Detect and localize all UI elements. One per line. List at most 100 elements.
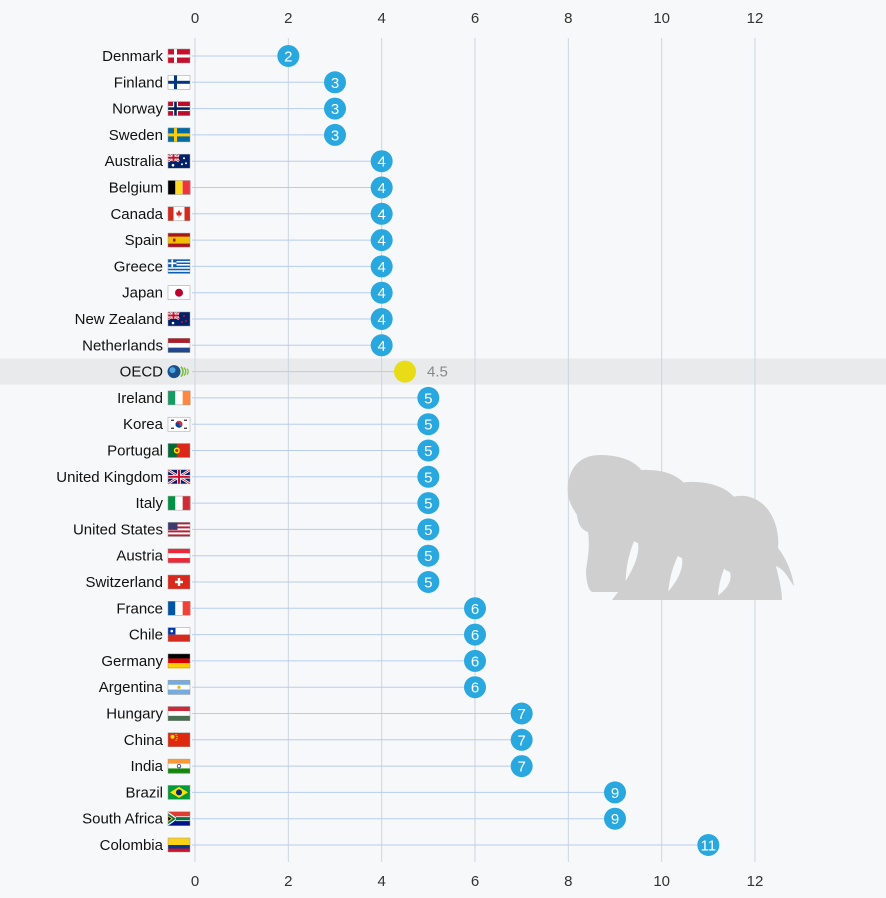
value-label: 5 — [424, 469, 432, 486]
row-oecd: OECD 4.5 — [120, 360, 448, 383]
value-marker — [464, 649, 486, 672]
category-label: Hungary — [106, 706, 163, 723]
row-new-zealand: New Zealand 4 — [75, 308, 393, 330]
row-argentina: Argentina 6 — [99, 676, 486, 699]
oecd-logo — [167, 365, 189, 379]
row-australia: Australia 4 — [105, 150, 393, 173]
category-label: Australia — [105, 153, 164, 170]
argentina-flag — [167, 679, 191, 695]
value-marker — [417, 386, 440, 409]
south-africa-flag — [167, 811, 191, 826]
value-label: 5 — [424, 548, 432, 565]
value-label: 9 — [611, 785, 619, 802]
value-marker — [370, 308, 393, 330]
value-label: 4 — [377, 206, 385, 223]
value-marker — [510, 728, 533, 751]
australia-flag — [167, 153, 191, 169]
x-tick-label-bottom: 12 — [747, 873, 764, 890]
switzerland-flag — [167, 574, 191, 590]
category-label: Austria — [116, 548, 163, 565]
value-marker — [324, 97, 346, 120]
row-denmark: Denmark 2 — [102, 45, 300, 67]
france-flag — [167, 601, 191, 616]
value-label: 4 — [377, 154, 385, 171]
row-hungary: Hungary 7 — [106, 702, 533, 725]
x-tick-label-bottom: 4 — [377, 873, 385, 890]
x-tick-label-bottom: 2 — [284, 873, 292, 890]
portugal-flag — [167, 443, 191, 458]
category-label: Spain — [125, 232, 163, 249]
row-japan: Japan 4 — [122, 281, 393, 304]
value-label: 7 — [517, 759, 525, 776]
x-tick-label-bottom: 8 — [564, 873, 572, 890]
value-label: 3 — [331, 127, 339, 144]
x-tick-label-top: 12 — [747, 10, 764, 27]
row-chile: Chile 6 — [129, 623, 486, 646]
value-label: 6 — [471, 627, 479, 644]
x-tick-label-top: 8 — [564, 10, 572, 27]
value-label: 4 — [377, 259, 385, 276]
value-marker — [510, 702, 533, 725]
x-tick-label-bottom: 6 — [471, 873, 479, 890]
category-label: South Africa — [82, 811, 164, 828]
value-marker — [417, 544, 440, 567]
row-south-africa: South Africa 9 — [82, 807, 626, 830]
x-tick-label-top: 10 — [653, 10, 670, 27]
category-label: Argentina — [99, 679, 164, 696]
category-label: Netherlands — [82, 337, 163, 354]
value-marker — [417, 571, 440, 593]
x-tick-label-bottom: 10 — [653, 873, 670, 890]
category-label: China — [124, 732, 164, 749]
x-tick-label-top: 6 — [471, 10, 479, 27]
category-label: Ireland — [117, 390, 163, 407]
x-tick-label-top: 2 — [284, 10, 292, 27]
category-label: Portugal — [107, 443, 163, 460]
category-label: Canada — [110, 206, 163, 223]
category-label: France — [116, 600, 163, 617]
greece-flag — [167, 259, 191, 274]
row-austria: Austria 5 — [116, 544, 440, 567]
row-ireland: Ireland 5 — [117, 386, 440, 409]
value-label: 6 — [471, 601, 479, 618]
value-label: 5 — [424, 522, 432, 539]
brazil-flag — [167, 785, 191, 800]
austria-flag — [167, 548, 191, 564]
category-label: Belgium — [109, 180, 163, 197]
value-marker — [370, 202, 393, 225]
value-marker — [464, 597, 486, 620]
norway-flag — [167, 101, 191, 116]
row-germany: Germany 6 — [101, 649, 486, 672]
japan-flag — [167, 285, 191, 300]
value-marker — [417, 439, 440, 462]
row-korea: Korea 5 — [123, 413, 440, 436]
value-marker — [370, 255, 393, 278]
row-switzerland: Switzerland 5 — [85, 571, 440, 593]
value-marker — [370, 150, 393, 173]
value-label: 4 — [377, 180, 385, 197]
row-italy: Italy 5 — [135, 492, 440, 515]
category-label: Sweden — [109, 127, 163, 144]
united-kingdom-flag — [167, 468, 191, 485]
value-marker — [464, 623, 486, 646]
row-india: India 7 — [130, 755, 533, 778]
category-label: New Zealand — [75, 311, 163, 328]
sweden-flag — [167, 127, 191, 143]
value-marker — [697, 834, 720, 856]
value-marker — [417, 518, 440, 541]
hungary-flag — [167, 706, 191, 721]
canada-flag — [167, 206, 191, 222]
x-tick-label-bottom: 0 — [191, 873, 199, 890]
row-greece: Greece 4 — [114, 255, 393, 278]
row-france: France 6 — [116, 597, 486, 620]
colombia-flag — [167, 837, 191, 853]
spain-flag — [167, 232, 191, 248]
value-label: 3 — [331, 75, 339, 92]
category-label: United Kingdom — [56, 469, 163, 486]
category-label: Brazil — [125, 784, 163, 801]
value-marker — [464, 676, 486, 699]
chile-flag — [167, 627, 191, 642]
value-label: 6 — [471, 680, 479, 697]
germany-flag — [167, 653, 191, 669]
value-label: 3 — [331, 101, 339, 118]
